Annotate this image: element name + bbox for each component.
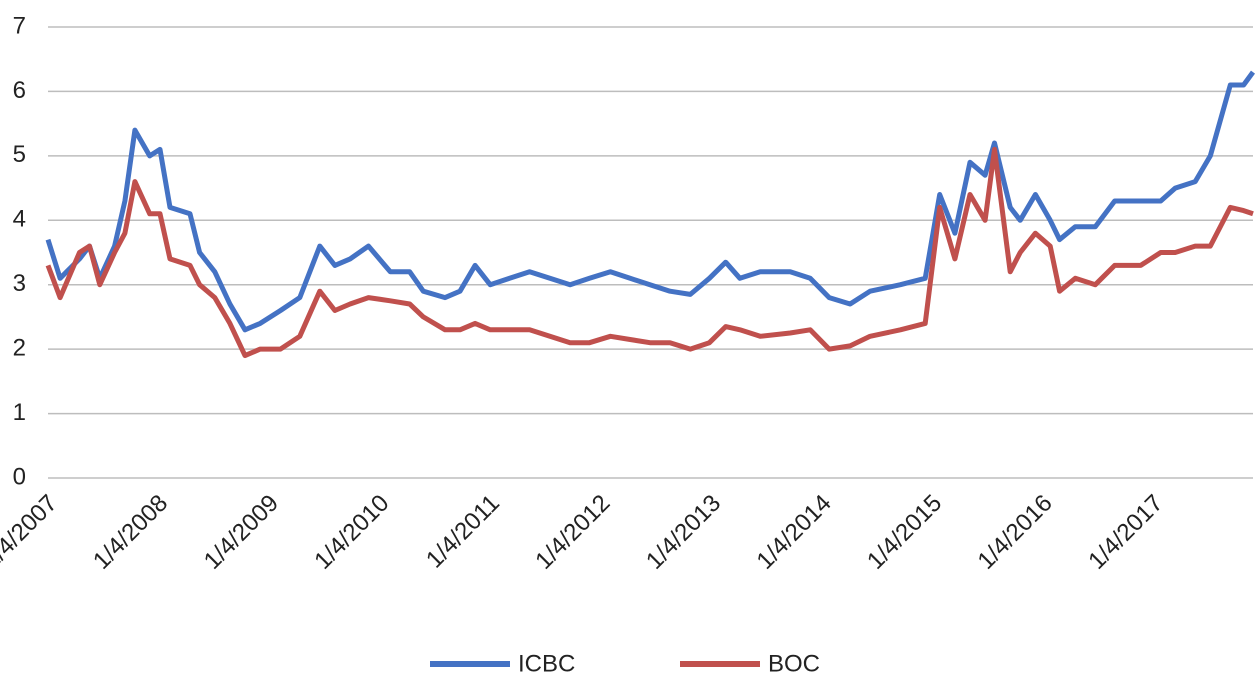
x-tick-label: 1/4/2007 [0, 490, 63, 575]
x-tick-label: 1/4/2015 [862, 490, 947, 575]
legend-item: ICBC [430, 650, 575, 677]
x-tick-label: 1/4/2017 [1083, 490, 1168, 575]
legend-item: BOC [680, 650, 820, 677]
x-tick-label: 1/4/2016 [973, 490, 1058, 575]
legend-label: ICBC [518, 650, 575, 677]
x-tick-label: 1/4/2011 [421, 490, 505, 574]
legend-label: BOC [768, 650, 820, 677]
x-tick-label: 1/4/2012 [530, 490, 615, 575]
y-tick-label: 6 [13, 77, 26, 104]
y-tick-label: 4 [13, 206, 26, 233]
x-tick-label: 1/4/2014 [752, 490, 837, 575]
y-tick-label: 7 [13, 12, 26, 39]
x-tick-label: 1/4/2013 [641, 490, 726, 575]
x-tick-label: 1/4/2009 [199, 490, 284, 575]
y-tick-label: 1 [13, 399, 26, 426]
x-tick-label: 1/4/2010 [309, 490, 394, 575]
y-tick-label: 2 [13, 334, 26, 361]
series-line [45, 146, 1254, 359]
series-line [45, 70, 1256, 333]
x-tick-label: 1/4/2008 [88, 490, 173, 575]
y-tick-label: 3 [13, 270, 26, 297]
y-tick-label: 0 [13, 463, 26, 490]
y-tick-label: 5 [13, 141, 26, 168]
